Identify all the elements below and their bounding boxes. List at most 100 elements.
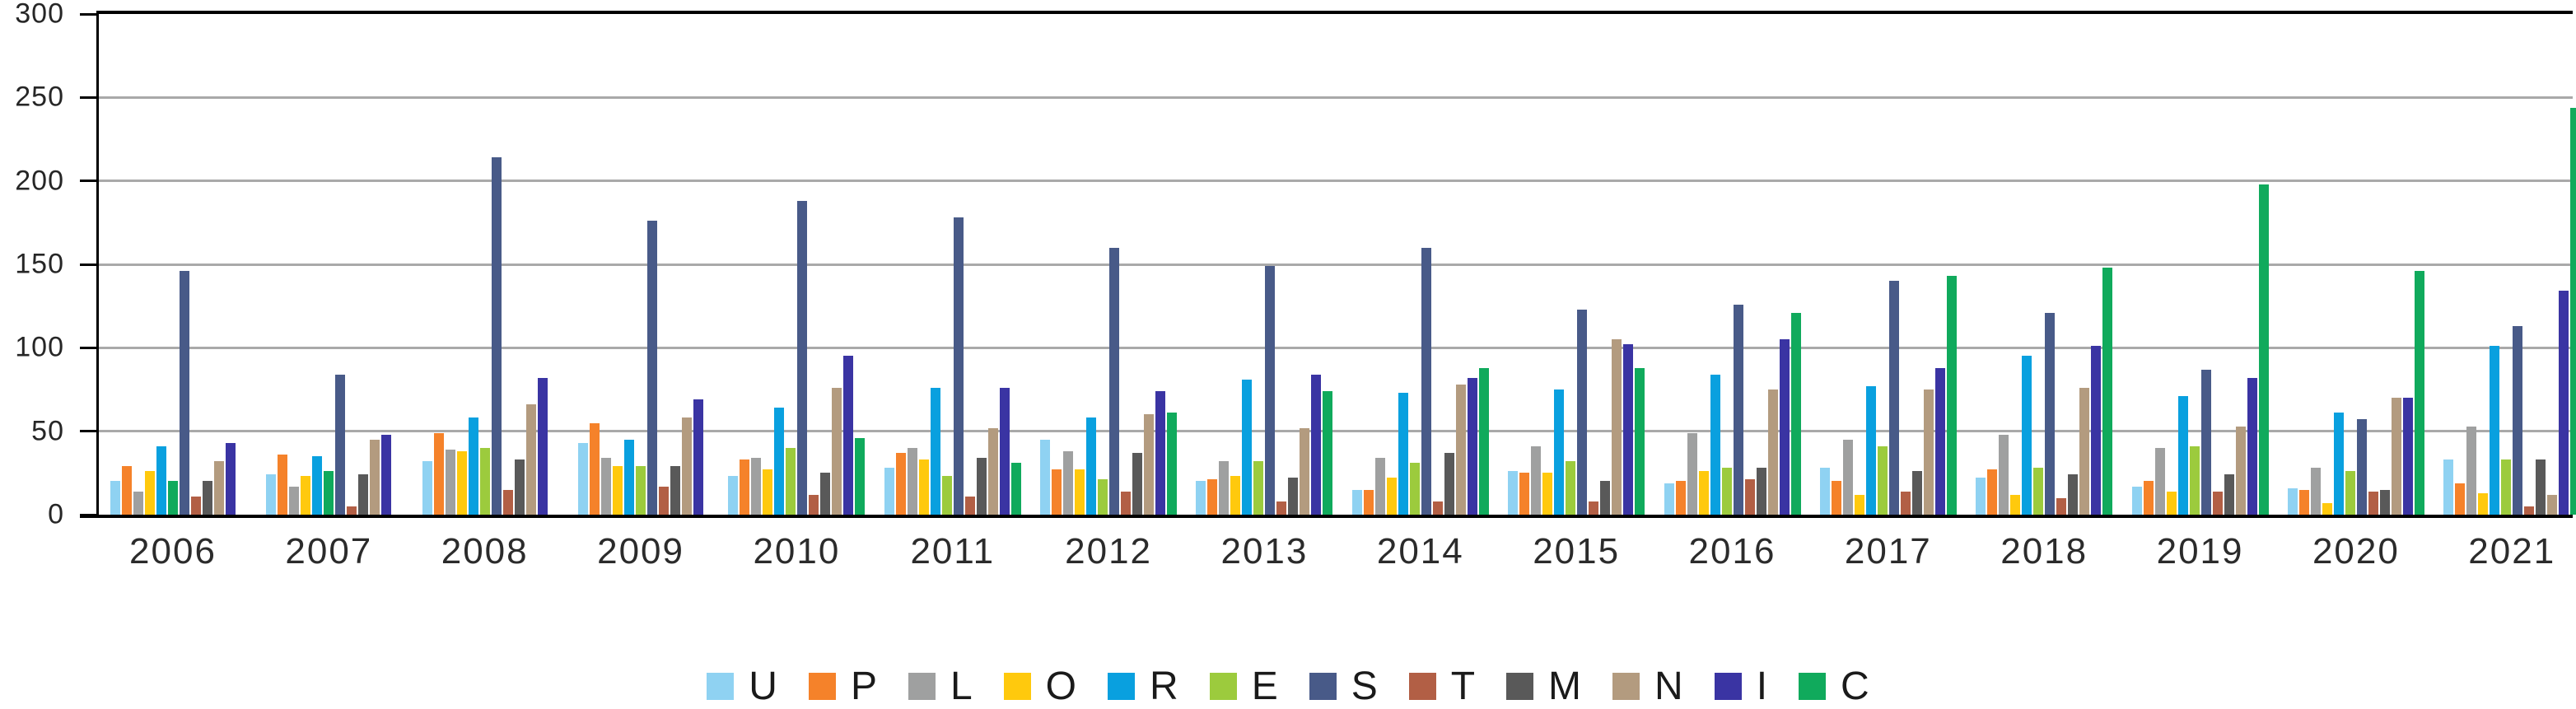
bar-2020-O xyxy=(2322,502,2332,515)
bar-2010-T xyxy=(809,494,819,515)
bar-2016-R xyxy=(1710,374,1720,515)
bar-2020-M xyxy=(2379,489,2390,515)
legend-entry-L: L xyxy=(908,664,973,709)
bar-2021-T xyxy=(2524,506,2535,515)
year-group-2017 xyxy=(1819,276,1957,515)
bar-2008-S xyxy=(491,157,502,515)
year-group-2015 xyxy=(1508,309,1645,515)
bar-2010-I xyxy=(843,356,854,515)
bar-2021-N xyxy=(2547,494,2558,515)
legend-label-L: L xyxy=(950,665,973,708)
bar-2013-R xyxy=(1242,379,1253,515)
legend-label-O: O xyxy=(1045,665,1077,708)
bar-2019-I xyxy=(2247,377,2257,515)
x-axis-label-2009: 2009 xyxy=(597,531,684,571)
year-group-2021 xyxy=(2443,107,2576,515)
bar-2011-S xyxy=(953,217,964,515)
bar-2009-I xyxy=(693,399,704,515)
legend-swatch-L xyxy=(908,673,936,700)
bar-2019-O xyxy=(2166,491,2177,515)
bar-2008-L xyxy=(445,449,455,515)
bar-2020-E xyxy=(2345,471,2355,515)
gridline-150 xyxy=(99,263,2573,266)
y-axis-label-100: 100 xyxy=(15,331,64,363)
x-axis-label-2007: 2007 xyxy=(285,531,373,571)
year-group-2006 xyxy=(110,271,236,515)
bar-2006-C xyxy=(168,481,178,515)
legend-swatch-P xyxy=(808,673,836,700)
bar-2017-O xyxy=(1854,494,1864,515)
bar-2006-R xyxy=(156,445,166,515)
plot-top-border xyxy=(99,11,2573,14)
year-group-2016 xyxy=(1664,304,1801,515)
bar-2021-P xyxy=(2455,483,2466,515)
y-tick-200 xyxy=(80,180,96,183)
legend-entry-I: I xyxy=(1714,664,1767,709)
year-group-2019 xyxy=(2131,184,2269,515)
bar-2016-L xyxy=(1687,432,1697,515)
x-axis-label-2010: 2010 xyxy=(753,531,841,571)
y-tick-300 xyxy=(80,12,96,16)
bar-2008-R xyxy=(468,417,478,515)
bar-2015-R xyxy=(1554,389,1565,515)
bar-2010-L xyxy=(751,458,762,515)
year-group-2010 xyxy=(728,201,866,515)
bar-2013-L xyxy=(1219,461,1230,515)
legend-swatch-M xyxy=(1506,673,1534,700)
bar-2016-U xyxy=(1664,483,1674,515)
legend-entry-P: P xyxy=(808,664,877,709)
legend-entry-O: O xyxy=(1003,664,1077,709)
bar-2018-I xyxy=(2091,346,2102,515)
legend-entry-S: S xyxy=(1309,664,1378,709)
bar-2019-L xyxy=(2154,447,2165,515)
bar-2006-L xyxy=(133,491,143,515)
bar-2014-N xyxy=(1455,384,1466,515)
bar-2011-E xyxy=(941,476,952,515)
bar-2019-E xyxy=(2189,445,2200,515)
year-group-2012 xyxy=(1040,247,1178,515)
bar-2018-N xyxy=(2079,387,2090,515)
bar-2016-C xyxy=(1790,312,1801,515)
bar-2019-S xyxy=(2200,369,2211,515)
legend-label-R: R xyxy=(1150,665,1178,708)
bar-2014-L xyxy=(1374,458,1385,515)
legend-swatch-T xyxy=(1408,673,1436,700)
bar-2021-I xyxy=(2559,291,2569,515)
gridline-100 xyxy=(99,346,2573,349)
y-tick-250 xyxy=(80,96,96,99)
bar-2012-E xyxy=(1098,479,1108,515)
bar-2013-M xyxy=(1288,478,1299,515)
bar-2017-C xyxy=(1946,276,1957,515)
bar-2020-N xyxy=(2391,398,2401,515)
legend-swatch-N xyxy=(1612,673,1640,700)
bar-2011-R xyxy=(930,387,940,515)
bar-2011-P xyxy=(895,453,906,515)
bar-2009-P xyxy=(590,422,600,515)
bar-2018-E xyxy=(2033,468,2044,515)
bar-2007-U xyxy=(266,474,277,515)
legend-swatch-E xyxy=(1209,673,1237,700)
x-axis-label-2011: 2011 xyxy=(910,531,996,571)
bar-2008-M xyxy=(514,459,525,515)
bar-2018-O xyxy=(2010,494,2021,515)
year-group-2007 xyxy=(266,374,392,515)
y-axis-label-50: 50 xyxy=(31,415,64,447)
bar-2013-C xyxy=(1323,391,1333,515)
bar-2011-I xyxy=(999,387,1010,515)
bar-2013-N xyxy=(1300,427,1310,515)
bar-2015-M xyxy=(1600,481,1611,515)
bar-2021-U xyxy=(2443,459,2454,515)
bar-2006-T xyxy=(191,496,201,515)
legend-label-U: U xyxy=(749,665,777,708)
bar-2016-S xyxy=(1733,304,1743,515)
y-axis-label-250: 250 xyxy=(15,81,64,113)
bar-2019-U xyxy=(2131,486,2142,515)
year-group-2009 xyxy=(578,221,704,515)
bar-2020-U xyxy=(2287,487,2298,515)
year-group-2013 xyxy=(1196,266,1333,515)
bar-2010-R xyxy=(774,408,785,515)
bar-2018-T xyxy=(2056,497,2067,515)
bar-2016-T xyxy=(1744,479,1755,515)
bar-2020-S xyxy=(2356,419,2367,515)
